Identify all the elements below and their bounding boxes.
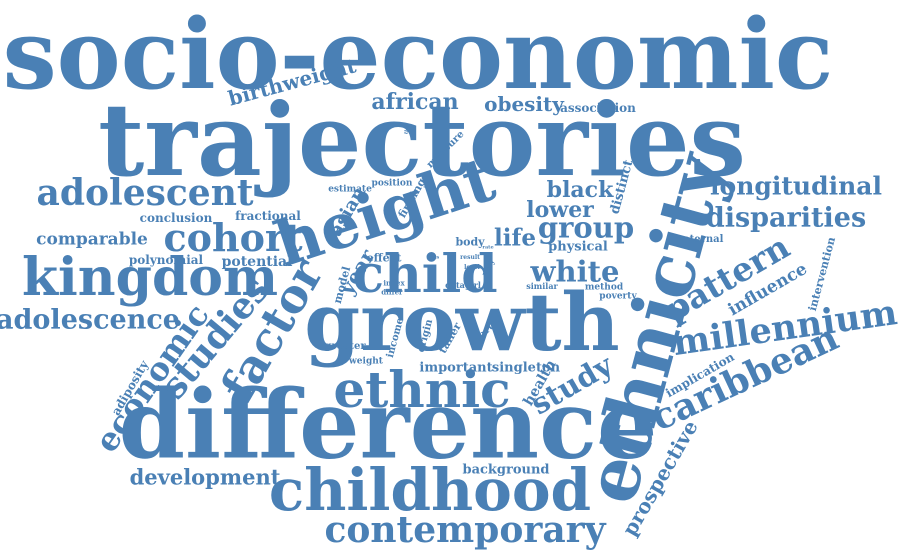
word-body: body <box>455 235 485 249</box>
word-weight: weight <box>349 356 383 367</box>
word-adolescence: adolescence <box>0 304 180 336</box>
word-development: development <box>129 464 281 490</box>
word-rate: rate <box>482 244 494 251</box>
word-physical: physical <box>548 239 608 255</box>
word-poverty: poverty <box>599 291 637 302</box>
word-growth: growth <box>304 275 620 369</box>
word-disparities: disparities <box>705 202 867 234</box>
word-greater: greater <box>324 341 366 352</box>
word-result: result <box>460 254 480 261</box>
word-longitudinal: longitudinal <box>710 171 882 201</box>
word-comparable: comparable <box>36 229 148 250</box>
word-ethnic: ethnic <box>333 360 511 419</box>
word-african: african <box>371 89 459 115</box>
word-conclusion: conclusion <box>139 211 213 225</box>
word-effect: effect <box>366 251 402 265</box>
word-level: level <box>464 264 480 271</box>
word-fractional: fractional <box>235 209 301 223</box>
word-childhood: childhood <box>268 456 592 524</box>
word-index: index <box>383 278 405 288</box>
word-cohort: cohort <box>163 215 303 260</box>
word-singleton: singleton <box>491 360 561 376</box>
word-child: child <box>352 244 498 305</box>
word-background: background <box>462 462 550 478</box>
word-lower: lower <box>526 197 594 223</box>
word-group: group <box>537 210 635 245</box>
word-important: important <box>419 360 493 376</box>
word-girl: girl <box>465 280 481 290</box>
word-association: association <box>560 101 636 115</box>
word-life: life <box>493 224 537 252</box>
word-white: white <box>530 254 620 289</box>
word-method: method <box>584 282 624 293</box>
word-adolescent: adolescent <box>36 172 254 214</box>
word-was: was <box>428 254 440 261</box>
word-data: data <box>445 280 465 290</box>
word-obesity: obesity <box>484 92 564 116</box>
word-contemporary: contemporary <box>324 509 606 551</box>
word-polynomial: polynomial <box>128 253 204 267</box>
word-black: black <box>546 177 614 203</box>
word-differ: differ <box>381 287 403 297</box>
word-similar: similar <box>526 281 558 291</box>
word-position: position <box>371 178 413 189</box>
word-socio-economic: socio-economic <box>2 0 834 111</box>
word-trajectories: trajectories <box>98 81 746 199</box>
word-maternal: maternal <box>672 234 724 245</box>
word-potential: potential <box>221 254 293 270</box>
word-kingdom: kingdom <box>21 247 279 308</box>
word-difference: difference <box>118 369 658 481</box>
word-estimate: estimate <box>328 184 372 195</box>
